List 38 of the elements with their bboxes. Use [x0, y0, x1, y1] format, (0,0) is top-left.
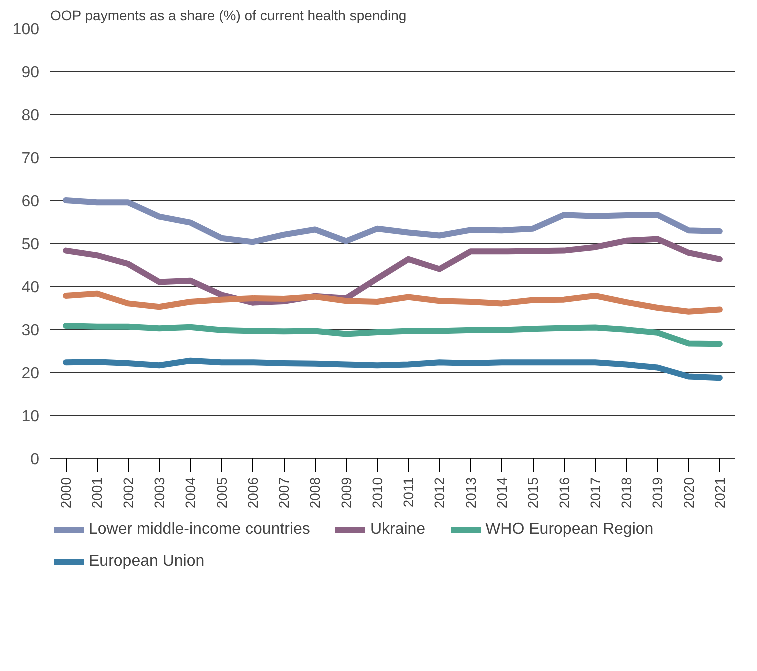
x-tick-label: 2021: [712, 477, 728, 509]
x-tick-label: 2015: [525, 477, 542, 509]
y-tick-label: 80: [22, 108, 40, 124]
x-tick-label: 2002: [120, 477, 136, 509]
x-tick-label: 2001: [89, 477, 106, 509]
y-tick-label: 70: [22, 150, 40, 168]
x-tick-label: 2016: [556, 477, 572, 509]
legend-label: European Union: [89, 553, 205, 571]
y-tick-label: 50: [22, 236, 40, 254]
x-tick-label: 2012: [432, 477, 448, 509]
x-tick-label: 2013: [462, 477, 479, 509]
y-tick-label: 20: [22, 366, 40, 382]
x-tick-label: 2009: [338, 477, 354, 509]
x-tick-label: 2000: [58, 477, 74, 509]
legend-label: Ukraine: [370, 521, 426, 539]
y-tick-label: 10: [22, 408, 40, 426]
y-tick-label: 60: [22, 194, 40, 210]
x-tick-label: 2011: [400, 477, 417, 508]
x-tick-label: 2020: [680, 477, 697, 509]
y-tick-label: 0: [30, 452, 40, 468]
x-tick-label: 2004: [182, 477, 199, 509]
x-tick-label: 2003: [151, 477, 168, 509]
x-tick-label: 2005: [214, 477, 230, 509]
x-tick-label: 2018: [618, 477, 635, 509]
legend-label: WHO European Region: [486, 521, 654, 539]
y-tick-label: 90: [22, 64, 40, 82]
legend-label: Lower middle-income countries: [89, 521, 310, 539]
chart-title: OOP payments as a share (%) of current health spending: [50, 8, 407, 24]
y-tick-label: 100: [12, 22, 40, 38]
x-tick-label: 2008: [307, 477, 324, 509]
x-tick-label: 2006: [244, 477, 261, 509]
y-tick-label: 30: [22, 322, 40, 340]
x-tick-label: 2014: [494, 477, 510, 509]
x-tick-label: 2017: [587, 477, 604, 509]
y-tick-label: 40: [22, 280, 40, 296]
x-tick-label: 2007: [276, 477, 292, 509]
x-tick-label: 2010: [369, 477, 386, 509]
x-tick-label: 2019: [650, 477, 666, 509]
